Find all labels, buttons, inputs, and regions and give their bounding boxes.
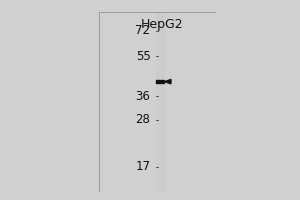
Polygon shape — [164, 79, 171, 84]
Text: 36: 36 — [136, 90, 151, 103]
Bar — [156, 80, 164, 83]
Text: 55: 55 — [136, 50, 151, 63]
Text: HepG2: HepG2 — [140, 18, 183, 31]
Text: 17: 17 — [136, 160, 151, 173]
Text: 28: 28 — [136, 113, 151, 126]
Bar — [156, 12, 164, 192]
Text: 72: 72 — [136, 24, 151, 37]
